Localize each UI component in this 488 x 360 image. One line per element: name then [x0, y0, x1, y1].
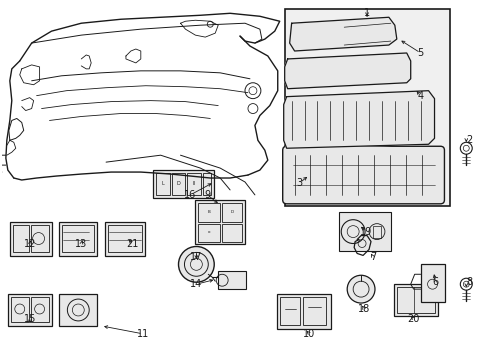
Bar — [198, 203, 220, 222]
Text: 12: 12 — [23, 239, 36, 249]
Bar — [284, 9, 449, 206]
Text: 1: 1 — [363, 8, 369, 18]
Bar — [372, 226, 380, 238]
Circle shape — [67, 299, 89, 321]
Bar — [302, 297, 325, 325]
Circle shape — [178, 247, 214, 282]
Text: 9: 9 — [204, 190, 210, 200]
Bar — [198, 224, 220, 242]
Polygon shape — [284, 53, 410, 89]
Bar — [62, 225, 94, 252]
Text: 16: 16 — [184, 190, 196, 200]
Text: 3: 3 — [296, 178, 302, 188]
Bar — [11, 297, 29, 322]
Text: 11: 11 — [136, 329, 149, 339]
Bar — [60, 294, 97, 326]
Bar — [315, 29, 328, 43]
Bar — [218, 271, 245, 289]
Bar — [295, 27, 330, 45]
Text: L: L — [161, 181, 163, 186]
Text: 20: 20 — [407, 314, 419, 324]
Text: 15: 15 — [23, 314, 36, 324]
Bar — [420, 264, 445, 302]
Bar — [60, 222, 97, 256]
Text: 4: 4 — [417, 91, 423, 101]
Bar — [393, 284, 438, 316]
Bar — [155, 173, 169, 195]
Text: 13: 13 — [75, 239, 87, 249]
Bar — [31, 225, 48, 252]
Text: 19: 19 — [359, 226, 371, 237]
Text: 14: 14 — [190, 279, 202, 289]
Bar — [195, 200, 244, 244]
Text: 18: 18 — [357, 304, 369, 314]
Text: 6: 6 — [431, 277, 438, 287]
Bar — [276, 294, 331, 329]
Text: 8: 8 — [465, 277, 471, 287]
Bar — [222, 224, 242, 242]
Bar — [297, 29, 311, 43]
Bar — [187, 173, 201, 195]
Bar — [222, 203, 242, 222]
Text: 17: 17 — [190, 252, 202, 262]
Text: 5: 5 — [417, 48, 423, 58]
Text: D: D — [176, 181, 180, 186]
Text: D: D — [230, 210, 233, 214]
Bar — [8, 294, 51, 326]
Bar — [105, 222, 144, 256]
Bar — [13, 225, 29, 252]
Text: 21: 21 — [126, 239, 139, 249]
Text: II: II — [192, 181, 196, 186]
Bar — [10, 222, 51, 256]
Bar — [396, 287, 434, 313]
FancyBboxPatch shape — [282, 146, 444, 204]
Bar — [171, 173, 185, 195]
Text: 7: 7 — [369, 252, 375, 262]
Polygon shape — [283, 91, 434, 148]
Bar — [152, 170, 214, 198]
Text: B: B — [207, 210, 210, 214]
Bar — [339, 212, 390, 251]
Polygon shape — [289, 17, 396, 51]
Bar — [203, 173, 211, 195]
Text: o: o — [207, 230, 210, 234]
Text: 10: 10 — [303, 329, 315, 339]
Circle shape — [346, 275, 374, 303]
Bar — [31, 297, 48, 322]
Bar — [108, 225, 142, 252]
Bar — [279, 297, 299, 325]
Text: 2: 2 — [465, 135, 471, 145]
